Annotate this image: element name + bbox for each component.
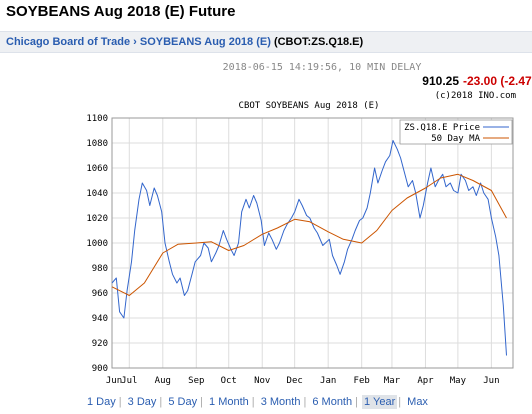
period-separator: | (251, 396, 255, 408)
chart-title: CBOT SOYBEANS Aug 2018 (E) (239, 101, 380, 111)
period-separator: | (118, 396, 122, 408)
period-separator: | (200, 396, 203, 408)
x-tick-label: Jan (320, 376, 336, 386)
breadcrumb-symbol: (CBOT:ZS.Q18.E) (273, 36, 364, 48)
chart-legend: ZS.Q18.E Price 50 Day MA (399, 119, 513, 145)
chart-grid (112, 117, 513, 369)
y-tick-label: 1040 (86, 189, 108, 199)
price-chart-image: 2018-06-15 14:19:56, 10 MIN DELAY 910.25… (0, 56, 532, 388)
page-title: SOYBEANS Aug 2018 (E) Future (6, 3, 236, 20)
period-1-day[interactable]: 1 Day (87, 396, 116, 408)
breadcrumb-separator: › (133, 36, 137, 48)
breadcrumb-contract-link[interactable]: SOYBEANS Aug 2018 (E) (139, 36, 271, 48)
legend-label-ma: 50 Day MA (431, 134, 480, 144)
plot-frame (111, 117, 514, 369)
period-3-day[interactable]: 3 Day (127, 396, 157, 408)
x-axis: Jun Jul Aug Sep Oct Nov Dec Jan Feb Mar Apr May Jun (106, 376, 500, 386)
x-tick-label: Sep (188, 376, 204, 386)
copyright-text: (c)2018 INO.com (435, 91, 516, 101)
legend-box (399, 119, 513, 145)
price-series-line (111, 140, 507, 356)
x-tick-label: Dec (287, 376, 303, 386)
x-tick-label: Apr (417, 376, 434, 386)
last-price: 910.25 (422, 74, 459, 88)
y-tick-label: 960 (92, 289, 108, 299)
x-tick-label: Mar (384, 376, 401, 386)
period-5-day[interactable]: 5 Day (168, 396, 198, 408)
period-separator: | (355, 396, 358, 408)
x-tick-label: Jun (483, 376, 499, 386)
period-separator: | (398, 396, 402, 408)
y-tick-label: 940 (92, 314, 108, 324)
ma-series-line (111, 173, 507, 296)
y-axis: 900 920 940 960 980 1000 1020 1040 1060 1080 1100 (86, 114, 108, 374)
x-tick-label: Aug (155, 376, 171, 386)
y-tick-label: 1020 (86, 214, 108, 224)
y-tick-label: 920 (92, 339, 108, 349)
chart-series (111, 140, 507, 356)
y-tick-label: 1000 (86, 239, 108, 249)
x-tick-label: May (450, 376, 467, 386)
period-separator: | (159, 396, 163, 408)
breadcrumb-exchange-link[interactable]: Chicago Board of Trade (6, 36, 131, 48)
period-max[interactable]: Max (407, 396, 428, 408)
price-change: -23.00 (-2.47%) (463, 74, 532, 88)
y-tick-label: 1080 (86, 139, 108, 149)
period-1-year[interactable]: 1 Year (362, 395, 398, 409)
y-tick-label: 1060 (86, 164, 108, 174)
x-tick-label: Feb (354, 376, 370, 386)
breadcrumb-bar: Chicago Board of Trade › SOYBEANS Aug 20… (0, 31, 532, 53)
quote-timestamp: 2018-06-15 14:19:56, 10 MIN DELAY (223, 62, 422, 73)
x-tick-label: Jun (106, 376, 122, 386)
period-selector: 1 Day | 3 Day | 5 Day | 1 Month | 3 Month | 6… (85, 395, 430, 409)
x-tick-label: Jul (121, 376, 137, 386)
breadcrumb: Chicago Board of Trade › SOYBEANS Aug 20… (6, 36, 363, 48)
period-3-month[interactable]: 3 Month (260, 396, 301, 408)
y-tick-label: 980 (92, 264, 108, 274)
period-separator: | (303, 396, 307, 408)
y-tick-label: 900 (92, 364, 108, 374)
y-tick-label: 1100 (86, 114, 108, 124)
price-chart: 2018-06-15 14:19:56, 10 MIN DELAY 910.25… (86, 62, 532, 386)
period-1-month[interactable]: 1 Month (209, 396, 249, 408)
x-tick-label: Nov (254, 376, 270, 386)
period-6-month[interactable]: 6 Month (312, 396, 353, 408)
x-tick-label: Oct (221, 376, 237, 386)
legend-label-price: ZS.Q18.E Price (404, 123, 480, 133)
